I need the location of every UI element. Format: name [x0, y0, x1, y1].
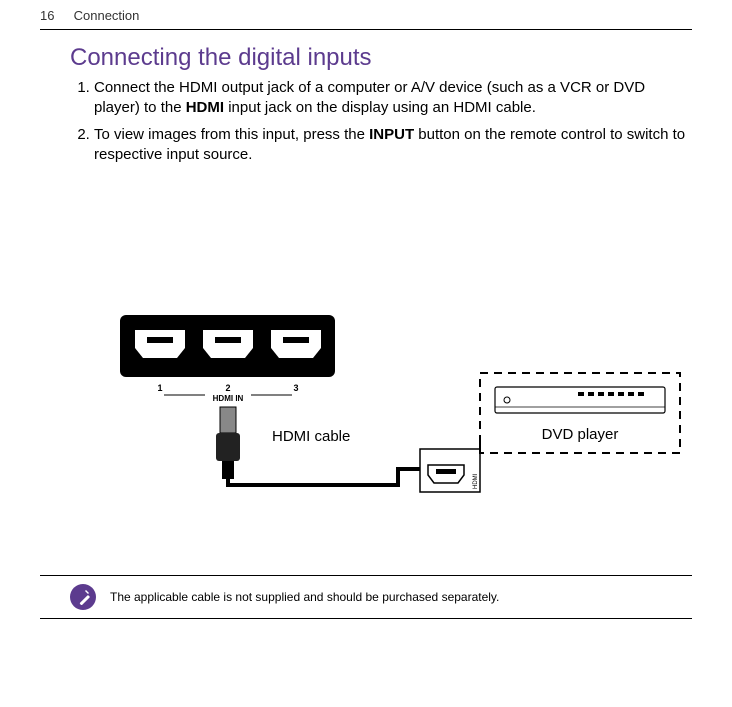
port-label-3: 3 [293, 383, 298, 393]
page-header: 16 Connection [40, 8, 692, 23]
hdmi-plug-label: HDMI [473, 473, 479, 489]
dvd-player-icon [495, 387, 665, 413]
page-title: Connecting the digital inputs [70, 44, 692, 72]
header-rule [40, 29, 692, 30]
instruction-list: Connect the HDMI output jack of a comput… [70, 78, 692, 165]
port-label-1: 1 [157, 383, 162, 393]
page-number: 16 [40, 8, 70, 23]
section-name: Connection [74, 8, 140, 23]
hdmi-plug-icon [216, 407, 240, 479]
hdmi-port-icon: HDMI [420, 449, 480, 492]
note-text: The applicable cable is not supplied and… [110, 590, 499, 604]
dvd-player-label: DVD player [542, 426, 619, 443]
note-rule-bottom [40, 618, 692, 619]
note-icon [70, 584, 96, 610]
port-label-2: 2 [225, 383, 230, 393]
hdmi-cable-label: HDMI cable [272, 428, 350, 445]
step-1-post: input jack on the display using an HDMI … [224, 99, 536, 116]
step-2: To view images from this input, press th… [94, 125, 692, 166]
connection-diagram: 1 2 3 HDMI IN HDMI cable HDMI [40, 215, 692, 575]
note-row: The applicable cable is not supplied and… [70, 576, 692, 618]
step-2-bold: INPUT [369, 126, 414, 143]
step-1-bold: HDMI [186, 99, 224, 116]
step-2-pre: To view images from this input, press th… [94, 126, 369, 143]
step-1: Connect the HDMI output jack of a comput… [94, 78, 692, 119]
hdmi-in-label: HDMI IN [213, 394, 244, 403]
